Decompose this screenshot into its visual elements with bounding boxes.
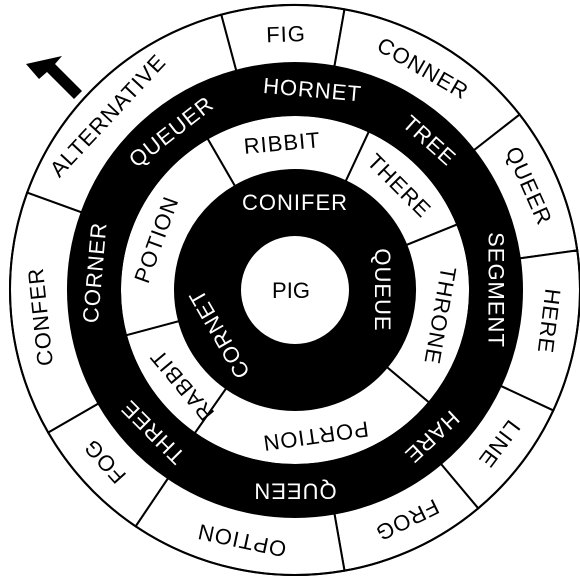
arrow-down-right-icon xyxy=(26,56,82,99)
rings-layer xyxy=(9,4,580,576)
ring-4-word: FIG xyxy=(266,21,307,47)
center-word: PIG xyxy=(272,278,310,303)
ring-1-word: CONIFER xyxy=(242,190,348,215)
ring-3-word: SEGMENT xyxy=(484,232,509,348)
ring-1-word: QUEUE xyxy=(370,248,395,331)
center-circle xyxy=(239,234,351,346)
outer-border xyxy=(9,4,580,576)
ring-3-word: QUEEN xyxy=(253,479,336,504)
